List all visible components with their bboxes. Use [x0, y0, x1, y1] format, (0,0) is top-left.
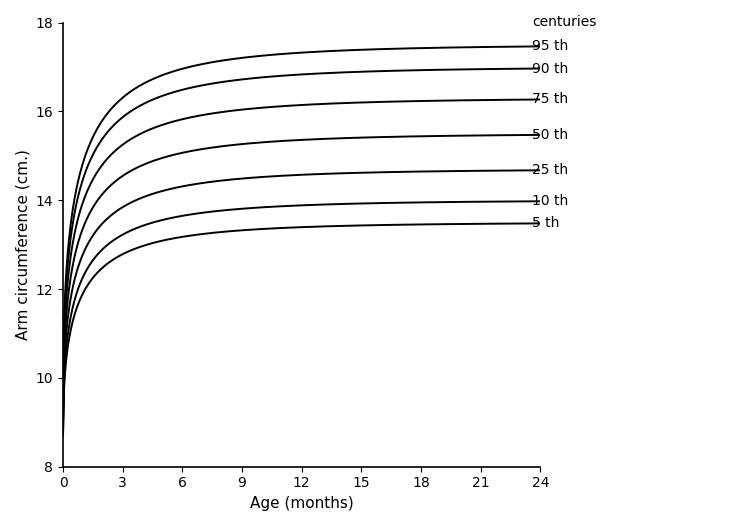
Text: centuries: centuries [533, 15, 597, 29]
Text: 10 th: 10 th [533, 194, 568, 208]
Text: 75 th: 75 th [533, 93, 568, 106]
Text: 5 th: 5 th [533, 216, 559, 230]
Text: 90 th: 90 th [533, 62, 568, 76]
Text: 50 th: 50 th [533, 128, 568, 142]
Y-axis label: Arm circumference (cm.): Arm circumference (cm.) [15, 149, 30, 340]
Text: 95 th: 95 th [533, 39, 568, 53]
X-axis label: Age (months): Age (months) [250, 496, 353, 511]
Text: 25 th: 25 th [533, 163, 568, 177]
